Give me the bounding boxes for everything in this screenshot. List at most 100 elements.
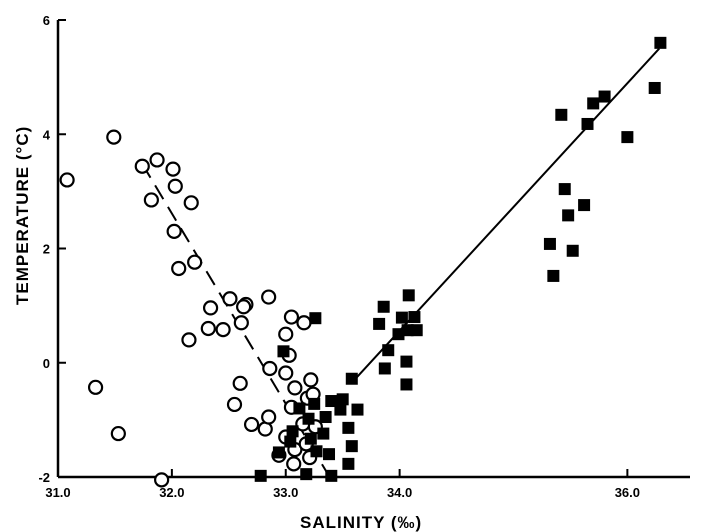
filled-square-point bbox=[254, 469, 267, 482]
open-circle-point bbox=[134, 158, 150, 174]
filled-square-point bbox=[410, 324, 423, 337]
open-circle-point bbox=[222, 291, 238, 307]
open-circle-point bbox=[287, 380, 303, 396]
filled-square-point bbox=[377, 300, 390, 313]
filled-square-point bbox=[277, 345, 290, 358]
filled-square-point bbox=[317, 427, 330, 440]
filled-square-point bbox=[654, 36, 667, 49]
filled-square-point bbox=[293, 402, 306, 415]
filled-square-point bbox=[543, 237, 556, 250]
filled-square-point bbox=[336, 393, 349, 406]
x-tick-label: 33.0 bbox=[273, 485, 298, 500]
open-circle-point bbox=[183, 195, 199, 211]
y-axis-title: TEMPERATURE (°C) bbox=[13, 126, 32, 305]
y-tick-label: -2 bbox=[38, 470, 50, 485]
filled-square-point bbox=[400, 355, 413, 368]
filled-square-point bbox=[272, 446, 285, 459]
open-circle-point bbox=[154, 472, 170, 488]
y-tick-label: 4 bbox=[43, 127, 51, 142]
filled-square-point bbox=[342, 457, 355, 470]
filled-square-point bbox=[309, 312, 322, 325]
filled-square-point bbox=[323, 448, 336, 461]
open-circle-point bbox=[296, 315, 312, 331]
open-circle-point bbox=[233, 315, 249, 331]
filled-square-point bbox=[310, 445, 323, 458]
tick-labels: 6 4 2 0 -231.0 32.0 33.0 34.0 36.0 bbox=[38, 13, 640, 500]
open-circle-point bbox=[202, 300, 219, 316]
open-circle-point bbox=[303, 372, 319, 388]
filled-square-point bbox=[578, 199, 591, 212]
filled-square-point bbox=[373, 317, 386, 330]
x-tick-label: 36.0 bbox=[615, 485, 640, 500]
filled-square-point bbox=[334, 403, 347, 416]
filled-square-point bbox=[304, 432, 317, 445]
filled-square-point bbox=[325, 395, 338, 408]
filled-square-point bbox=[648, 81, 661, 94]
open-circle-point bbox=[236, 299, 252, 315]
filled-square-point bbox=[400, 378, 413, 391]
filled-square-point bbox=[581, 117, 594, 130]
open-circle-point bbox=[283, 309, 300, 325]
open-circle-point bbox=[181, 332, 197, 348]
filled-square-point bbox=[345, 372, 358, 385]
filled-square-point bbox=[319, 411, 332, 424]
filled-square-point bbox=[562, 209, 575, 222]
open-circle-point bbox=[167, 178, 183, 194]
y-tick-label: 0 bbox=[43, 356, 50, 371]
open-circle-point bbox=[166, 223, 182, 239]
filled-square-point bbox=[402, 289, 415, 302]
x-tick-label: 31.0 bbox=[45, 485, 70, 500]
filled-square-point bbox=[302, 412, 315, 425]
open-circle-point bbox=[149, 152, 165, 168]
open-circle-point bbox=[215, 322, 231, 338]
filled-square-point bbox=[382, 344, 395, 357]
filled-square-point bbox=[395, 311, 408, 324]
filled-square-point bbox=[598, 90, 611, 103]
open-circle-point bbox=[165, 161, 181, 177]
filled-square-point bbox=[342, 421, 355, 434]
open-circle-point bbox=[261, 289, 277, 305]
open-circle-point bbox=[106, 129, 122, 145]
fit-lines bbox=[141, 47, 660, 481]
filled-square-point bbox=[547, 269, 560, 282]
filled-square-point bbox=[286, 425, 299, 438]
filled-square-point bbox=[621, 131, 634, 144]
open-circle-point bbox=[59, 172, 75, 188]
x-tick-label: 32.0 bbox=[159, 485, 184, 500]
filled-square-point bbox=[300, 468, 313, 481]
filled-square-point bbox=[325, 469, 338, 482]
axes bbox=[56, 19, 690, 479]
open-circle-point bbox=[232, 375, 248, 391]
open-circle-point bbox=[171, 260, 187, 277]
open-circle-point bbox=[87, 379, 104, 395]
open-circle-point bbox=[143, 192, 159, 208]
open-circle-point bbox=[187, 254, 203, 270]
open-circle-point bbox=[286, 456, 302, 472]
open-circle-point bbox=[261, 409, 277, 425]
filled-square-point bbox=[392, 328, 405, 341]
x-axis-title: SALINITY (‰) bbox=[300, 513, 422, 532]
open-circle-point bbox=[278, 365, 294, 381]
filled-square-point bbox=[408, 311, 421, 324]
filled-square-point bbox=[401, 324, 414, 337]
filled-square-point bbox=[284, 435, 297, 448]
filled-square-point bbox=[555, 108, 568, 121]
open-circle-point bbox=[278, 326, 294, 342]
filled-square-point bbox=[378, 362, 391, 375]
open-circle-point bbox=[243, 416, 260, 433]
open-circle-point bbox=[110, 425, 126, 442]
filled-square-point bbox=[351, 403, 364, 416]
filled-square-point bbox=[587, 97, 600, 110]
open-circle-point bbox=[200, 320, 216, 337]
filled-square-point bbox=[566, 244, 579, 257]
y-tick-label: 6 bbox=[43, 13, 50, 28]
open-circle-point bbox=[262, 360, 278, 377]
x-tick-label: 34.0 bbox=[387, 485, 412, 500]
y-tick-label: 2 bbox=[43, 242, 50, 257]
open-circle-point bbox=[226, 396, 243, 413]
filled-square-point bbox=[558, 183, 571, 196]
filled-square-point bbox=[308, 397, 321, 410]
filled-square-point bbox=[345, 440, 358, 453]
data-points bbox=[59, 36, 667, 488]
